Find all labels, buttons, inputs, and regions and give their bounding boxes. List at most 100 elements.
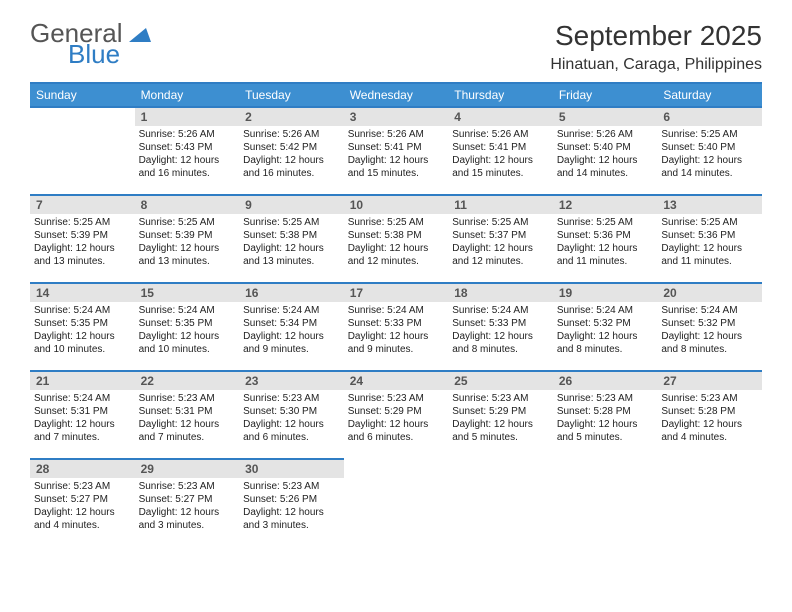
calendar-cell: 6Sunrise: 5:25 AMSunset: 5:40 PMDaylight… <box>657 107 762 195</box>
daylight-line: Daylight: 12 hours and 6 minutes. <box>243 418 340 444</box>
day-details: Sunrise: 5:24 AMSunset: 5:33 PMDaylight:… <box>448 302 553 360</box>
sunrise-line: Sunrise: 5:23 AM <box>243 392 340 405</box>
sunset-line: Sunset: 5:42 PM <box>243 141 340 154</box>
daylight-line: Daylight: 12 hours and 13 minutes. <box>34 242 131 268</box>
weekday-header: Tuesday <box>239 83 344 107</box>
calendar-cell: 3Sunrise: 5:26 AMSunset: 5:41 PMDaylight… <box>344 107 449 195</box>
calendar-cell: 30 Sunrise: 5:23 AMSunset: 5:26 PMDayligh… <box>239 459 344 547</box>
sunrise-line: Sunrise: 5:23 AM <box>661 392 758 405</box>
calendar-cell: 19Sunrise: 5:24 AMSunset: 5:32 PMDayligh… <box>553 283 658 371</box>
sunrise-line: Sunrise: 5:25 AM <box>348 216 445 229</box>
calendar-cell: 20Sunrise: 5:24 AMSunset: 5:32 PMDayligh… <box>657 283 762 371</box>
sunset-line: Sunset: 5:34 PM <box>243 317 340 330</box>
day-details: Sunrise: 5:26 AMSunset: 5:40 PMDaylight:… <box>553 126 658 184</box>
calendar-cell <box>30 107 135 195</box>
weekday-header: Friday <box>553 83 658 107</box>
sunrise-line: Sunrise: 5:26 AM <box>348 128 445 141</box>
daylight-line: Daylight: 12 hours and 15 minutes. <box>452 154 549 180</box>
day-number: 17 <box>344 284 449 302</box>
weekday-header: Sunday <box>30 83 135 107</box>
sunset-line: Sunset: 5:32 PM <box>661 317 758 330</box>
day-number: 2 <box>239 108 344 126</box>
calendar-cell: 25Sunrise: 5:23 AMSunset: 5:29 PMDayligh… <box>448 371 553 459</box>
calendar-cell: 12Sunrise: 5:25 AMSunset: 5:36 PMDayligh… <box>553 195 658 283</box>
sunset-line: Sunset: 5:41 PM <box>452 141 549 154</box>
daylight-line: Daylight: 12 hours and 5 minutes. <box>452 418 549 444</box>
day-details: Sunrise: 5:23 AMSunset: 5:27 PMDaylight:… <box>135 478 240 536</box>
daylight-line: Daylight: 12 hours and 3 minutes. <box>139 506 236 532</box>
weekday-header: Monday <box>135 83 240 107</box>
sunset-line: Sunset: 5:41 PM <box>348 141 445 154</box>
sunset-line: Sunset: 5:28 PM <box>661 405 758 418</box>
daylight-line: Daylight: 12 hours and 10 minutes. <box>34 330 131 356</box>
sunrise-line: Sunrise: 5:25 AM <box>139 216 236 229</box>
daylight-line: Daylight: 12 hours and 8 minutes. <box>557 330 654 356</box>
day-number: 7 <box>30 196 135 214</box>
day-details: Sunrise: 5:25 AMSunset: 5:40 PMDaylight:… <box>657 126 762 184</box>
sunset-line: Sunset: 5:26 PM <box>243 493 340 506</box>
sunrise-line: Sunrise: 5:24 AM <box>452 304 549 317</box>
sunset-line: Sunset: 5:29 PM <box>452 405 549 418</box>
sunrise-line: Sunrise: 5:26 AM <box>139 128 236 141</box>
sunrise-line: Sunrise: 5:25 AM <box>243 216 340 229</box>
calendar-cell: 17Sunrise: 5:24 AMSunset: 5:33 PMDayligh… <box>344 283 449 371</box>
sunset-line: Sunset: 5:33 PM <box>452 317 549 330</box>
day-details: Sunrise: 5:26 AMSunset: 5:41 PMDaylight:… <box>448 126 553 184</box>
calendar-cell <box>344 459 449 547</box>
day-number: 3 <box>344 108 449 126</box>
sunrise-line: Sunrise: 5:23 AM <box>139 480 236 493</box>
sunrise-line: Sunrise: 5:24 AM <box>243 304 340 317</box>
sunset-line: Sunset: 5:36 PM <box>661 229 758 242</box>
calendar-cell: 7Sunrise: 5:25 AMSunset: 5:39 PMDaylight… <box>30 195 135 283</box>
daylight-line: Daylight: 12 hours and 4 minutes. <box>661 418 758 444</box>
calendar-cell: 27Sunrise: 5:23 AMSunset: 5:28 PMDayligh… <box>657 371 762 459</box>
weekday-header: Saturday <box>657 83 762 107</box>
day-number: 26 <box>553 372 658 390</box>
calendar-cell: 11Sunrise: 5:25 AMSunset: 5:37 PMDayligh… <box>448 195 553 283</box>
day-details: Sunrise: 5:25 AMSunset: 5:36 PMDaylight:… <box>553 214 658 272</box>
sunset-line: Sunset: 5:38 PM <box>348 229 445 242</box>
calendar-cell: 14Sunrise: 5:24 AMSunset: 5:35 PMDayligh… <box>30 283 135 371</box>
day-details: Sunrise: 5:23 AMSunset: 5:29 PMDaylight:… <box>448 390 553 448</box>
day-number: 1 <box>135 108 240 126</box>
day-details: Sunrise: 5:24 AMSunset: 5:35 PMDaylight:… <box>135 302 240 360</box>
sunrise-line: Sunrise: 5:25 AM <box>452 216 549 229</box>
day-number: 13 <box>657 196 762 214</box>
daylight-line: Daylight: 12 hours and 11 minutes. <box>557 242 654 268</box>
calendar-cell <box>657 459 762 547</box>
sunrise-line: Sunrise: 5:26 AM <box>243 128 340 141</box>
sunrise-line: Sunrise: 5:24 AM <box>139 304 236 317</box>
sunrise-line: Sunrise: 5:23 AM <box>557 392 654 405</box>
day-number: 20 <box>657 284 762 302</box>
day-number: 22 <box>135 372 240 390</box>
calendar-cell: 9Sunrise: 5:25 AMSunset: 5:38 PMDaylight… <box>239 195 344 283</box>
sunset-line: Sunset: 5:43 PM <box>139 141 236 154</box>
daylight-line: Daylight: 12 hours and 3 minutes. <box>243 506 340 532</box>
day-details: Sunrise: 5:25 AMSunset: 5:39 PMDaylight:… <box>135 214 240 272</box>
daylight-line: Daylight: 12 hours and 16 minutes. <box>139 154 236 180</box>
day-details: Sunrise: 5:24 AMSunset: 5:31 PMDaylight:… <box>30 390 135 448</box>
calendar-cell: 22Sunrise: 5:23 AMSunset: 5:31 PMDayligh… <box>135 371 240 459</box>
day-number: 25 <box>448 372 553 390</box>
daylight-line: Daylight: 12 hours and 4 minutes. <box>34 506 131 532</box>
day-details: Sunrise: 5:25 AMSunset: 5:38 PMDaylight:… <box>239 214 344 272</box>
daylight-line: Daylight: 12 hours and 11 minutes. <box>661 242 758 268</box>
day-number: 30 <box>239 460 344 478</box>
day-number: 11 <box>448 196 553 214</box>
weekday-header: Wednesday <box>344 83 449 107</box>
sunrise-line: Sunrise: 5:26 AM <box>557 128 654 141</box>
day-details: Sunrise: 5:23 AMSunset: 5:30 PMDaylight:… <box>239 390 344 448</box>
calendar-cell: 8Sunrise: 5:25 AMSunset: 5:39 PMDaylight… <box>135 195 240 283</box>
day-details: Sunrise: 5:23 AMSunset: 5:28 PMDaylight:… <box>657 390 762 448</box>
daylight-line: Daylight: 12 hours and 13 minutes. <box>243 242 340 268</box>
sunrise-line: Sunrise: 5:23 AM <box>348 392 445 405</box>
sunrise-line: Sunrise: 5:23 AM <box>243 480 340 493</box>
sunset-line: Sunset: 5:27 PM <box>34 493 131 506</box>
sunrise-line: Sunrise: 5:23 AM <box>139 392 236 405</box>
day-details: Sunrise: 5:24 AMSunset: 5:35 PMDaylight:… <box>30 302 135 360</box>
day-number: 16 <box>239 284 344 302</box>
sunset-line: Sunset: 5:32 PM <box>557 317 654 330</box>
sunset-line: Sunset: 5:40 PM <box>557 141 654 154</box>
daylight-line: Daylight: 12 hours and 5 minutes. <box>557 418 654 444</box>
daylight-line: Daylight: 12 hours and 12 minutes. <box>452 242 549 268</box>
